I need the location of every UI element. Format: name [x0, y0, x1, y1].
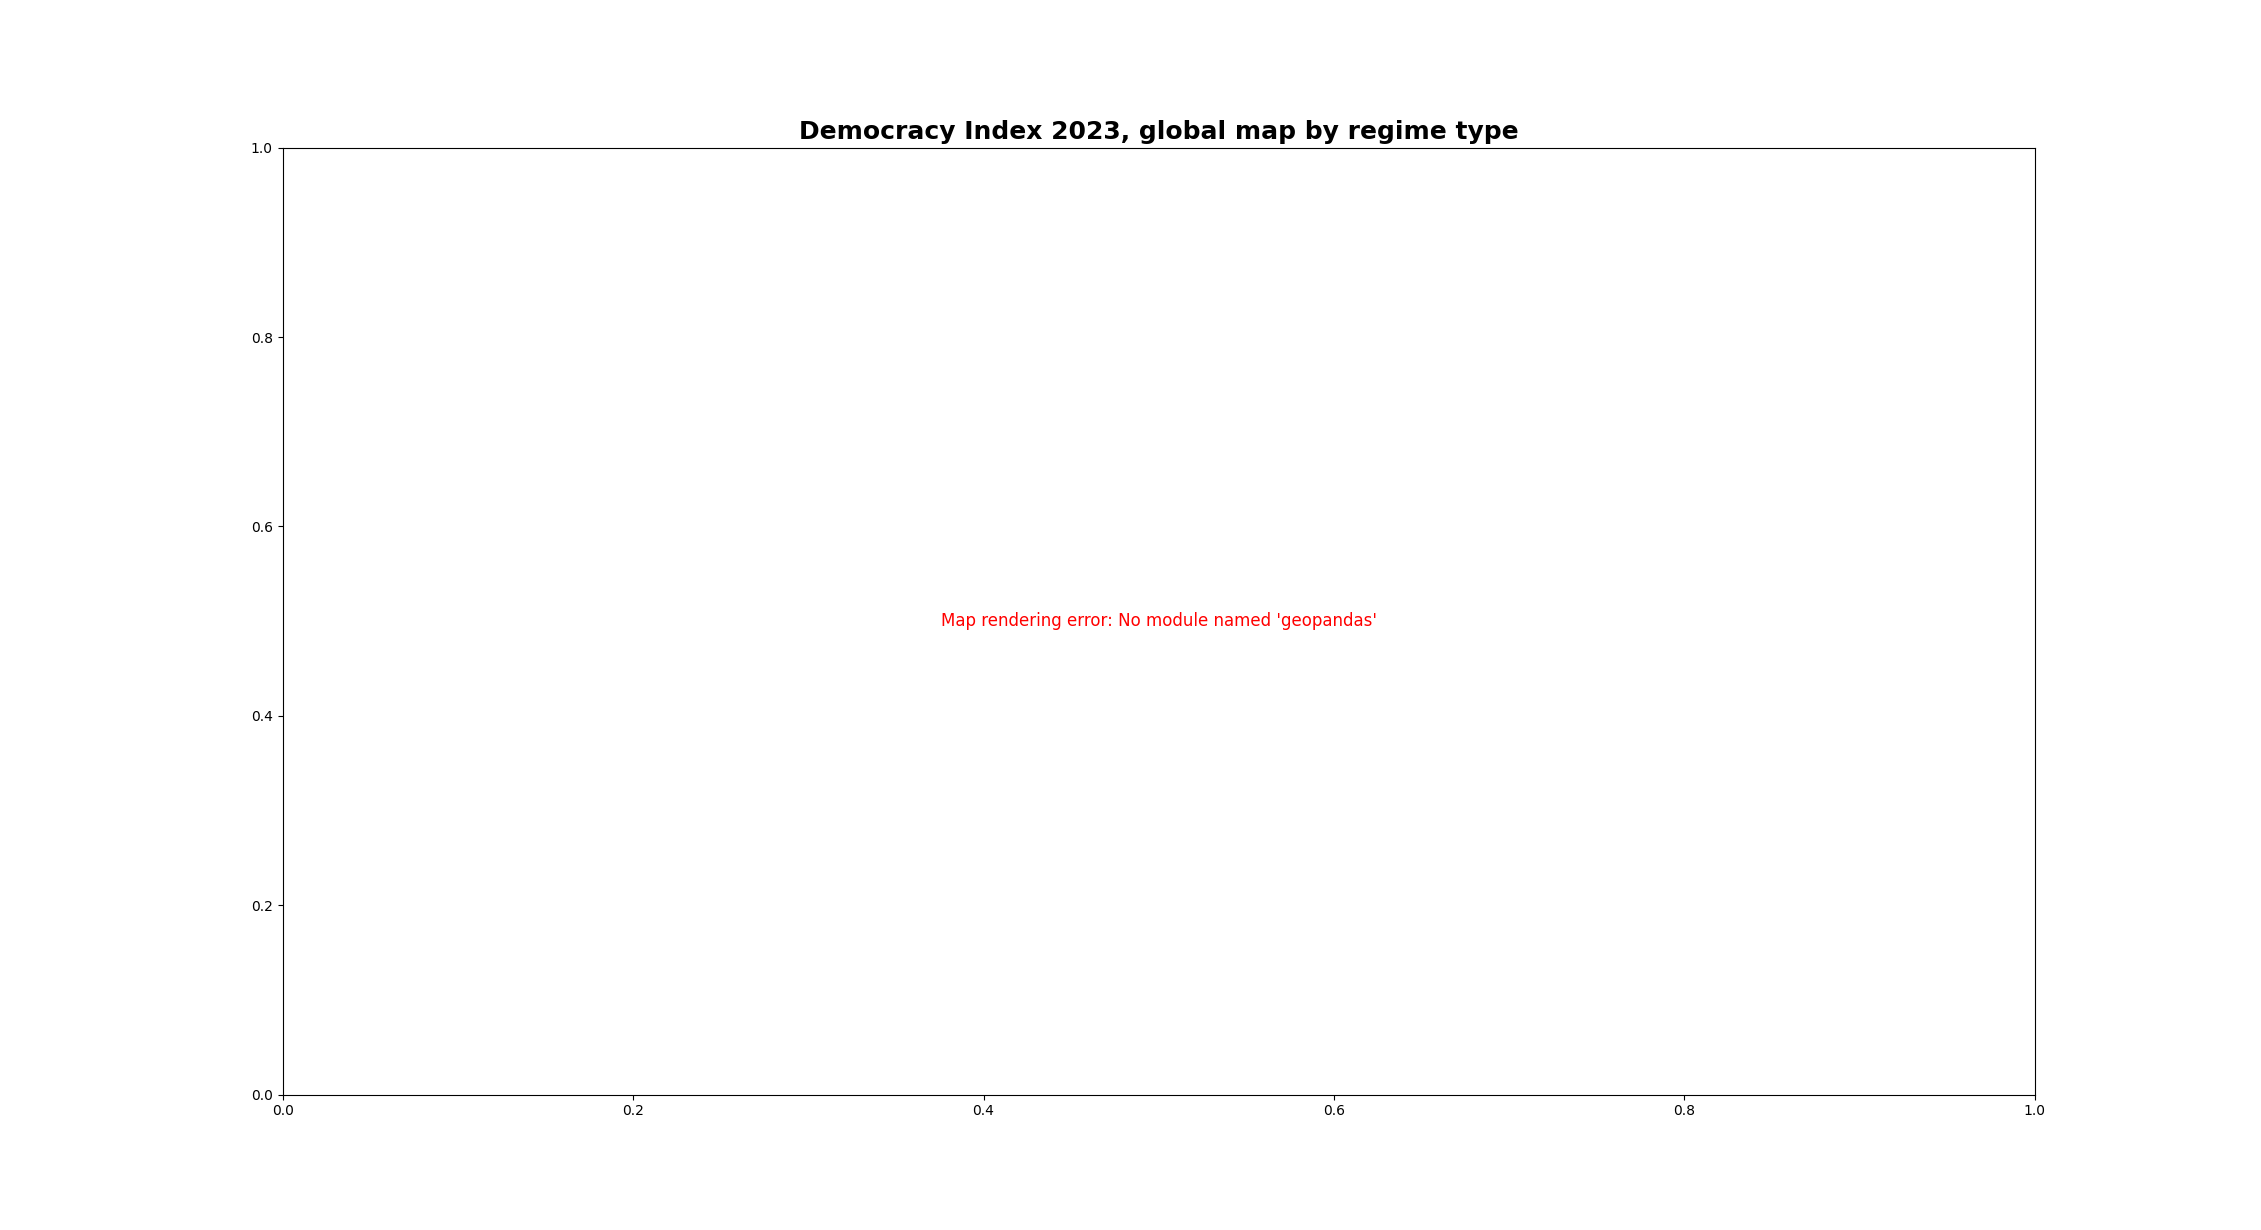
Text: Map rendering error: No module named 'geopandas': Map rendering error: No module named 'ge…	[941, 613, 1377, 630]
Title: Democracy Index 2023, global map by regime type: Democracy Index 2023, global map by regi…	[798, 121, 1519, 144]
